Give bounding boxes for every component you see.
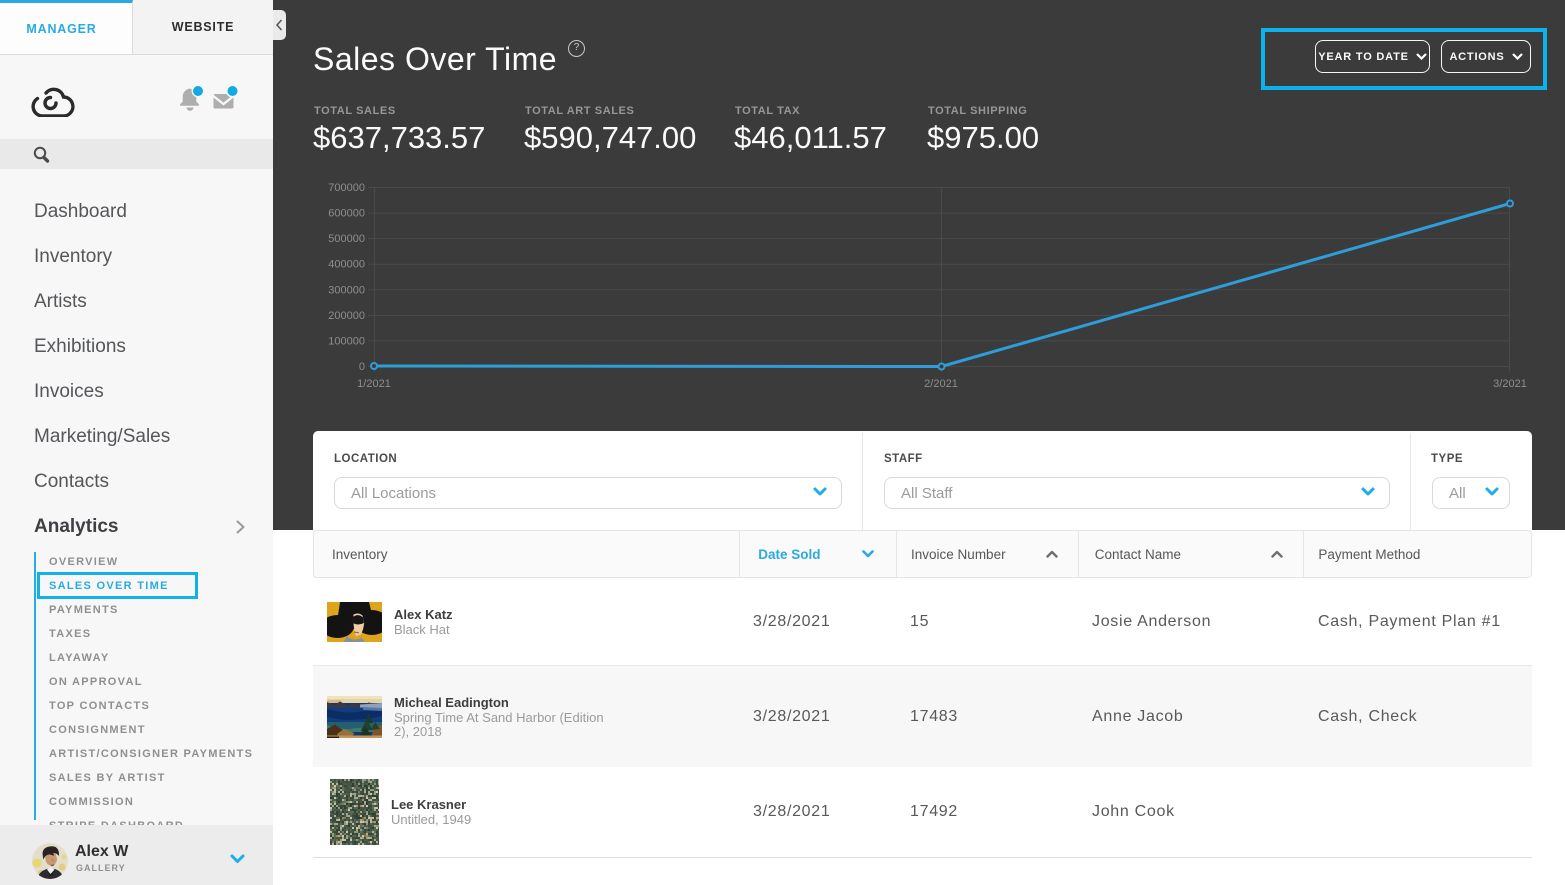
svg-text:700000: 700000 xyxy=(328,182,365,194)
svg-text:100000: 100000 xyxy=(328,335,365,347)
svg-text:2/2021: 2/2021 xyxy=(924,378,958,390)
svg-text:0: 0 xyxy=(359,361,365,373)
svg-text:1/2021: 1/2021 xyxy=(357,378,391,390)
svg-text:500000: 500000 xyxy=(328,233,365,245)
svg-text:400000: 400000 xyxy=(328,259,365,271)
svg-text:300000: 300000 xyxy=(328,284,365,296)
svg-text:3/2021: 3/2021 xyxy=(1493,378,1527,390)
svg-text:200000: 200000 xyxy=(328,310,365,322)
svg-text:600000: 600000 xyxy=(328,208,365,220)
